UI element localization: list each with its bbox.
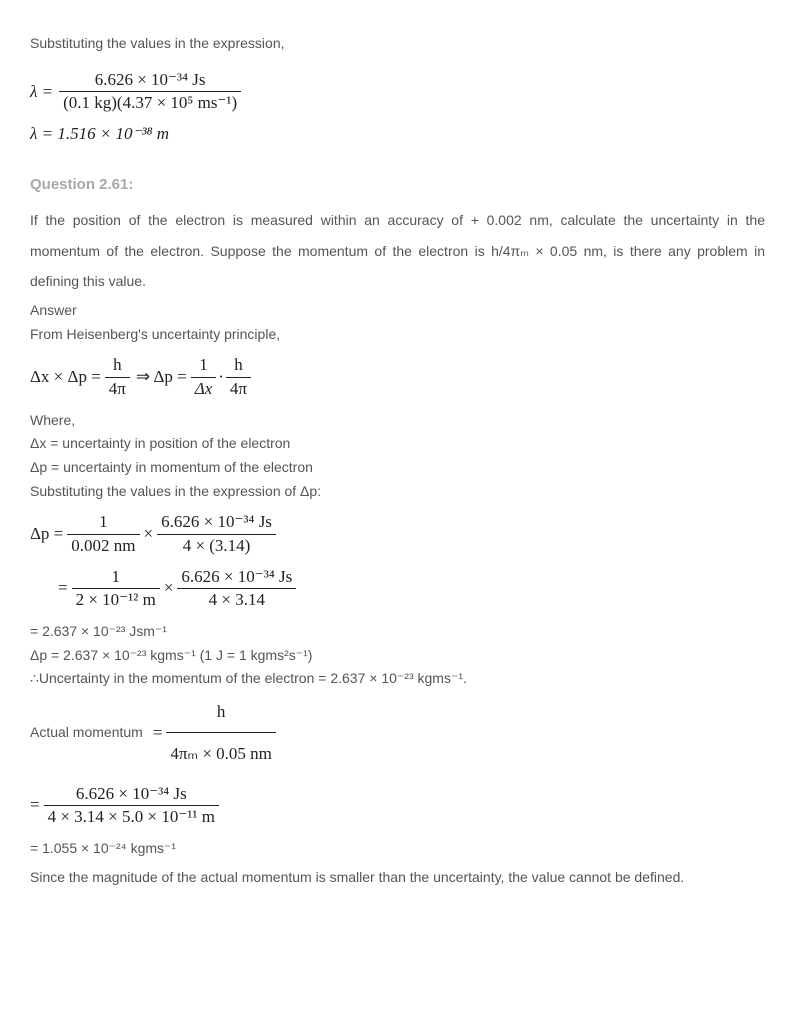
hp-frac3-den: 4π	[226, 378, 251, 399]
hp-lhs: Δx × Δp =	[30, 368, 101, 387]
lambda-lhs: λ =	[30, 83, 53, 102]
act-eq: =	[153, 714, 163, 751]
dp-f2-num: 6.626 × 10⁻³⁴ Js	[157, 513, 276, 535]
conclusion: Since the magnitude of the actual moment…	[30, 862, 765, 893]
actual-momentum-result: = 1.055 × 10⁻²⁴ kgms⁻¹	[30, 839, 765, 859]
dp-equation-line2: = 1 2 × 10⁻¹² m × 6.626 × 10⁻³⁴ Js 4 × 3…	[30, 568, 765, 610]
dp2-f2-num: 6.626 × 10⁻³⁴ Js	[177, 568, 296, 590]
lambda-equation-1: λ = 6.626 × 10⁻³⁴ Js (0.1 kg)(4.37 × 10⁵…	[30, 71, 765, 113]
dp-result-1: = 2.637 × 10⁻²³ Jsm⁻¹	[30, 622, 765, 642]
where-label: Where,	[30, 411, 765, 431]
dp-equation-line1: Δp = 1 0.002 nm × 6.626 × 10⁻³⁴ Js 4 × (…	[30, 513, 765, 555]
dp-result-2: Δp = 2.637 × 10⁻²³ kgms⁻¹ (1 J = 1 kgms²…	[30, 646, 765, 666]
substituting-text: Substituting the values in the expressio…	[30, 28, 765, 59]
hp-frac1-den: 4π	[105, 378, 130, 399]
act2-eq: =	[30, 796, 40, 815]
dp-f1-num: 1	[67, 513, 139, 535]
actual-momentum-calc: = 6.626 × 10⁻³⁴ Js 4 × 3.14 × 5.0 × 10⁻¹…	[30, 785, 765, 827]
dp2-f1-den: 2 × 10⁻¹² m	[72, 589, 160, 610]
dp-uncertainty: ∴Uncertainty in the momentum of the elec…	[30, 669, 765, 689]
hp-frac1-num: h	[105, 356, 130, 378]
lambda-result: λ = 1.516 × 10⁻³⁸ m	[30, 125, 765, 144]
heisenberg-intro: From Heisenberg's uncertainty principle,	[30, 325, 765, 345]
actual-momentum-label: Actual momentum	[30, 717, 143, 748]
lambda-denominator: (0.1 kg)(4.37 × 10⁵ ms⁻¹)	[59, 92, 241, 113]
question-heading: Question 2.61:	[30, 168, 765, 201]
times-2: ×	[164, 579, 174, 598]
question-prompt: If the position of the electron is measu…	[30, 205, 765, 297]
dp2-f2-den: 4 × 3.14	[177, 589, 296, 610]
heisenberg-equation: Δx × Δp = h 4π ⇒ Δp = 1 Δx · h 4π	[30, 356, 765, 398]
dp-lhs: Δp =	[30, 525, 63, 544]
hp-frac2-den: Δx	[191, 378, 217, 399]
dp-f1-den: 0.002 nm	[67, 535, 139, 556]
act2-num: 6.626 × 10⁻³⁴ Js	[44, 785, 219, 807]
act-num: h	[166, 693, 276, 733]
act-den: 4πₘ × 0.05 nm	[166, 733, 276, 772]
answer-label: Answer	[30, 301, 765, 321]
hp-dot: ·	[218, 368, 224, 387]
act2-den: 4 × 3.14 × 5.0 × 10⁻¹¹ m	[44, 806, 219, 827]
hp-frac2-num: 1	[191, 356, 217, 378]
dp-f2-den: 4 × (3.14)	[157, 535, 276, 556]
dp-definition: Δp = uncertainty in momentum of the elec…	[30, 458, 765, 478]
dx-definition: Δx = uncertainty in position of the elec…	[30, 434, 765, 454]
times-1: ×	[144, 525, 154, 544]
dp2-f1-num: 1	[72, 568, 160, 590]
hp-arrow: ⇒ Δp =	[136, 368, 187, 387]
dp2-eq: =	[58, 579, 68, 598]
actual-momentum-row: Actual momentum = h 4πₘ × 0.05 nm	[30, 693, 765, 773]
hp-frac3-num: h	[226, 356, 251, 378]
lambda-numerator: 6.626 × 10⁻³⁴ Js	[59, 71, 241, 93]
substituting-dp: Substituting the values in the expressio…	[30, 482, 765, 502]
